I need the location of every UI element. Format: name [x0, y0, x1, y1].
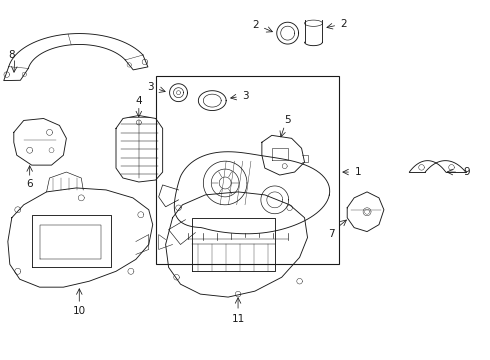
- Text: 8: 8: [8, 50, 15, 60]
- Text: 2: 2: [340, 19, 346, 29]
- Text: 4: 4: [136, 96, 142, 105]
- Text: 3: 3: [242, 91, 248, 101]
- Text: 1: 1: [355, 167, 362, 177]
- Text: 3: 3: [147, 82, 154, 92]
- Text: 6: 6: [26, 179, 33, 189]
- Text: 10: 10: [73, 306, 86, 316]
- Text: 9: 9: [464, 167, 470, 177]
- Text: 5: 5: [284, 116, 291, 126]
- Text: 7: 7: [328, 229, 335, 239]
- Bar: [156, 76, 339, 264]
- Text: 11: 11: [231, 314, 245, 324]
- Text: 2: 2: [253, 20, 259, 30]
